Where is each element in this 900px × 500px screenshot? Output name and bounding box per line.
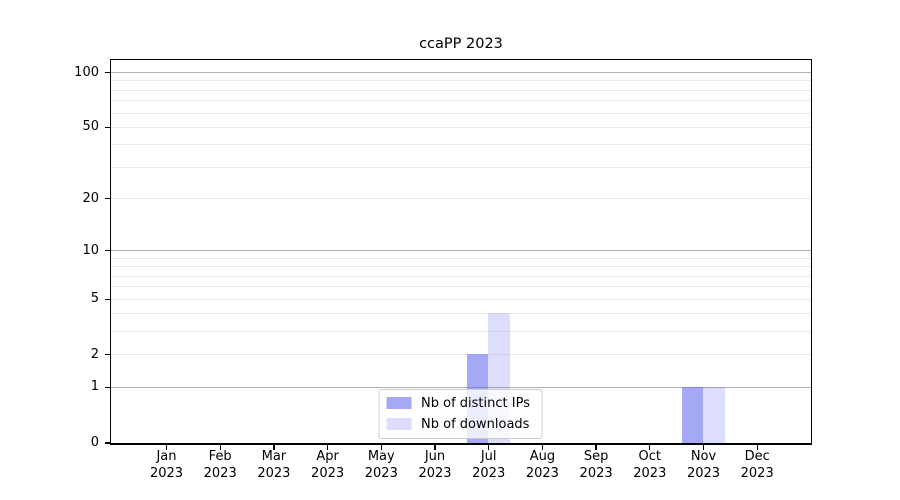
gridline-minor	[110, 126, 811, 128]
legend-swatch-downloads-icon	[386, 418, 412, 430]
x-tick-label: Mar 2023	[257, 449, 291, 481]
gridlines-layer	[110, 60, 811, 443]
x-tick-label: Jan 2023	[149, 449, 184, 481]
gridline-minor	[110, 166, 811, 168]
y-tick-mark	[104, 126, 110, 128]
legend: Nb of distinct IPs Nb of downloads	[378, 388, 543, 439]
x-tick-mark	[541, 445, 544, 450]
x-tick-mark	[649, 445, 651, 450]
y-tick-mark	[104, 249, 110, 252]
y-tick-label: 20	[82, 190, 99, 206]
gridline-minor	[110, 89, 811, 91]
y-tick-label: 5	[90, 291, 99, 307]
y-tick-label: 2	[90, 346, 99, 362]
x-tick-mark	[756, 445, 758, 450]
gridline-minor	[110, 198, 811, 200]
bar-distinct-ips	[681, 386, 703, 443]
x-tick-mark	[219, 445, 221, 450]
x-tick-mark	[273, 445, 275, 450]
x-tick-mark	[380, 445, 382, 450]
gridline-minor	[110, 112, 811, 114]
legend-item-downloads: Nb of downloads	[386, 415, 530, 434]
x-tick-label: Nov 2023	[686, 449, 721, 481]
x-tick-label: Feb 2023	[203, 449, 237, 481]
x-tick-mark	[488, 445, 490, 450]
x-tick-label: Sep 2023	[579, 449, 613, 481]
x-tick-label: Aug 2023	[525, 449, 559, 481]
gridline-minor	[110, 257, 811, 259]
y-tick-mark	[104, 71, 110, 74]
y-tick-label: 100	[74, 64, 99, 80]
gridline-major	[110, 72, 811, 73]
x-tick-label: Jul 2023	[472, 449, 506, 481]
y-tick-label: 1	[90, 379, 99, 395]
gridline-minor	[110, 144, 811, 146]
x-tick-label: Dec 2023	[740, 449, 774, 481]
bars-layer	[111, 60, 811, 443]
y-tick-mark	[104, 442, 110, 444]
y-tick-label: 10	[82, 242, 99, 258]
y-tick-mark	[104, 386, 110, 389]
chart-title: ccaPP 2023	[419, 36, 503, 52]
gridline-minor	[110, 275, 811, 277]
y-tick-mark	[104, 354, 110, 356]
legend-label-downloads: Nb of downloads	[421, 416, 530, 432]
legend-label-distinct-ips: Nb of distinct IPs	[421, 395, 530, 411]
x-tick-mark	[326, 445, 329, 450]
bar-downloads	[703, 386, 725, 443]
gridline-minor	[110, 298, 811, 300]
y-tick-label: 50	[82, 119, 99, 135]
gridline-minor	[110, 354, 811, 356]
gridline-major	[110, 386, 811, 388]
x-tick-label: May 2023	[364, 449, 398, 481]
gridline-minor	[110, 331, 811, 333]
y-tick-mark	[104, 298, 110, 300]
x-tick-mark	[434, 445, 436, 450]
x-tick-label: Jun 2023	[418, 449, 452, 481]
legend-item-distinct-ips: Nb of distinct IPs	[386, 394, 530, 413]
plot-area: Nb of distinct IPs Nb of downloads	[109, 58, 812, 445]
gridline-minor	[110, 266, 811, 268]
x-tick-label: Oct 2023	[633, 449, 667, 481]
gridline-minor	[110, 80, 811, 82]
y-tick-label: 0	[90, 435, 99, 450]
x-tick-mark	[165, 445, 168, 450]
x-tick-mark	[595, 445, 597, 450]
y-tick-mark	[104, 197, 110, 200]
gridline-minor	[110, 313, 811, 315]
gridline-major	[110, 250, 811, 251]
legend-swatch-distinct-ips-icon	[386, 397, 412, 409]
x-tick-label: Apr 2023	[311, 449, 345, 481]
gridline-minor	[110, 100, 811, 102]
x-tick-mark	[702, 445, 705, 450]
gridline-minor	[110, 286, 811, 288]
